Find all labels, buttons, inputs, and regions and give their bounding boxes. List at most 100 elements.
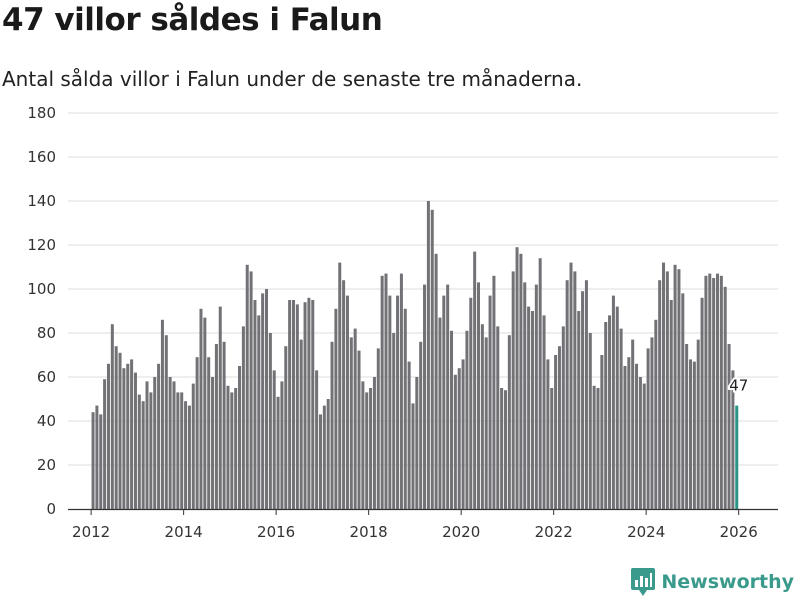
bar (584, 280, 588, 509)
bar (434, 253, 438, 509)
bar (176, 392, 180, 509)
bar (407, 361, 411, 509)
bar (546, 359, 550, 509)
bar (662, 262, 666, 509)
bar (145, 381, 149, 509)
bar (280, 381, 284, 509)
chart-title: 47 villor såldes i Falun (2, 2, 383, 38)
bar (114, 346, 118, 509)
bar (311, 300, 315, 509)
bar (365, 392, 369, 509)
bar (284, 346, 288, 509)
bars (91, 201, 739, 510)
bar (457, 368, 461, 509)
x-tick-label: 2012 (72, 523, 110, 541)
bar (592, 385, 596, 509)
x-tick-label: 2020 (442, 523, 480, 541)
bar (446, 284, 450, 509)
y-tick-label: 120 (27, 236, 56, 254)
bar (511, 271, 515, 509)
x-tick-label: 2018 (350, 523, 388, 541)
x-tick-label: 2024 (627, 523, 665, 541)
bar (673, 264, 677, 509)
bar (542, 315, 546, 509)
bar (380, 275, 384, 509)
bar (677, 269, 681, 509)
bar (222, 341, 226, 509)
bar (465, 330, 469, 509)
bar (338, 262, 342, 509)
bar (523, 282, 527, 509)
bar (477, 282, 481, 509)
bar (712, 278, 716, 509)
bar (99, 414, 103, 509)
bar (349, 337, 353, 509)
bar-highlight (735, 405, 739, 509)
bar (554, 355, 558, 509)
bar (122, 368, 126, 509)
bar (164, 335, 168, 509)
bar (527, 306, 531, 509)
bar (157, 363, 161, 509)
bar (118, 352, 122, 509)
bar (103, 379, 107, 509)
y-tick-label: 0 (46, 500, 56, 518)
bar (241, 326, 245, 509)
bar (288, 300, 292, 509)
bar (199, 308, 203, 509)
bar (569, 262, 573, 509)
bar (372, 377, 376, 509)
bar (330, 341, 334, 509)
bar (95, 405, 99, 509)
bar (396, 295, 400, 509)
bar (461, 359, 465, 509)
bar (715, 273, 719, 509)
bar (704, 275, 708, 509)
bar (276, 396, 280, 509)
bar (488, 295, 492, 509)
bar (403, 308, 407, 509)
bar (369, 388, 373, 509)
bar (681, 293, 685, 509)
bar (696, 339, 700, 509)
bar (507, 335, 511, 509)
y-tick-label: 80 (37, 324, 56, 342)
bar (519, 253, 523, 509)
bar (596, 388, 600, 509)
x-tick-label: 2016 (257, 523, 295, 541)
bar (257, 315, 261, 509)
bar (110, 324, 114, 509)
bar (299, 339, 303, 509)
bar-chart: 0 20 40 60 80 100 120 140 160 180 2012 2014 2016 2018… (27, 104, 778, 541)
bar (561, 326, 565, 509)
bar (245, 264, 249, 509)
bar (203, 317, 207, 509)
bar (515, 247, 519, 509)
bar (153, 377, 157, 509)
bar (719, 275, 723, 509)
bar (141, 401, 145, 509)
bar (430, 209, 434, 510)
bar (438, 317, 442, 509)
axes: 0 20 40 60 80 100 120 140 160 180 2012 2014 2016 2018… (27, 104, 778, 541)
bar (700, 297, 704, 509)
bar (577, 311, 581, 509)
bar (357, 350, 361, 509)
bar (588, 333, 592, 509)
bar (496, 326, 500, 509)
bar (573, 271, 577, 509)
bar (665, 271, 669, 509)
bar (480, 324, 484, 509)
bar (473, 251, 477, 509)
brand-name: Newsworthy (661, 571, 794, 593)
bar (130, 359, 134, 509)
bar (249, 271, 253, 509)
bar (689, 359, 693, 509)
bar (415, 377, 419, 509)
bar (230, 392, 234, 509)
y-tick-label: 40 (37, 412, 56, 430)
bar (727, 344, 731, 509)
bar (149, 392, 153, 509)
last-value-label: 47 (729, 377, 748, 395)
bar (342, 280, 346, 509)
